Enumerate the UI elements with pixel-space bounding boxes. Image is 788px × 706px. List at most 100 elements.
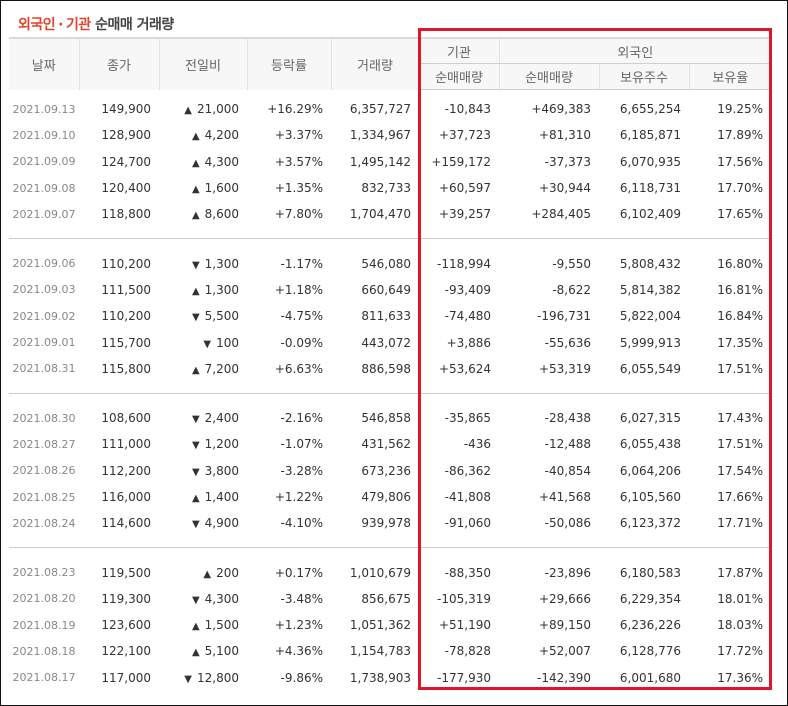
table-row: 2021.08.26 112,200 ▼ 3,800 -3.28% 673,236 -86,…: [9, 458, 771, 484]
cell-change: ▲ 200: [159, 559, 247, 585]
cell-close: 119,500: [101, 565, 151, 580]
col-foreign-ratio[interactable]: 보유율: [688, 63, 772, 90]
cell-foreign-net: -8,622: [552, 282, 591, 297]
trading-table: 날짜 종가 전일비 등락률 거래량 기관 외국인 순매매량 순매매량 보유주수 …: [9, 37, 772, 691]
cell-rate: -1.17%: [280, 256, 323, 271]
cell-rate: -2.16%: [280, 411, 323, 426]
cell-foreign-ratio: 17.66%: [717, 490, 764, 504]
cell-close: 111,500: [101, 282, 151, 297]
triangle-down-icon: ▼: [191, 466, 200, 478]
cell-foreign-shares: 5,822,004: [619, 309, 681, 324]
cell-volume: 1,334,967: [349, 128, 411, 143]
col-group-institution: 기관: [418, 37, 499, 64]
col-date[interactable]: 날짜: [9, 37, 79, 90]
cell-foreign-net: -40,854: [544, 463, 591, 478]
cell-change: ▼ 1,300: [159, 250, 247, 276]
cell-close: 128,900: [101, 128, 151, 143]
cell-foreign-net: -9,550: [552, 256, 591, 271]
cell-change: ▲ 1,600: [159, 175, 247, 201]
cell-date: 2021.09.09: [12, 155, 76, 169]
cell-volume: 1,738,903: [349, 670, 411, 685]
cell-inst-net: -41,808: [444, 490, 491, 504]
cell-inst-net: -10,843: [444, 102, 491, 117]
cell-foreign-net: -50,086: [544, 516, 591, 531]
cell-rate: +1.18%: [274, 282, 323, 297]
cell-foreign-net: +41,568: [538, 490, 591, 504]
cell-foreign-ratio: 17.72%: [717, 644, 764, 659]
cell-foreign-shares: 6,123,372: [619, 516, 681, 531]
triangle-down-icon: ▼: [203, 338, 212, 350]
table-row: 2021.09.07 118,800 ▲ 8,600 +7.80% 1,704,470 +3…: [9, 201, 771, 227]
cell-foreign-ratio: 17.36%: [717, 670, 764, 685]
col-foreign-net[interactable]: 순매매량: [498, 63, 599, 90]
cell-volume: 1,051,362: [349, 618, 411, 633]
cell-foreign-shares: 6,655,254: [619, 102, 681, 117]
col-inst-net[interactable]: 순매매량: [418, 63, 499, 90]
table-row: 2021.08.18 122,100 ▲ 5,100 +4.36% 1,154,783 -7…: [9, 638, 771, 664]
cell-change: ▼ 100: [159, 329, 247, 355]
cell-foreign-shares: 6,027,315: [619, 411, 681, 426]
col-rate[interactable]: 등락률: [246, 37, 331, 90]
cell-date: 2021.09.03: [12, 283, 76, 297]
cell-change: ▼ 3,800: [159, 458, 247, 484]
cell-volume: 811,633: [361, 309, 411, 324]
cell-foreign-net: -55,636: [544, 335, 591, 350]
cell-inst-net: +3,886: [446, 335, 491, 350]
cell-volume: 856,675: [361, 591, 411, 606]
cell-foreign-shares: 6,180,583: [619, 565, 681, 580]
table-body: 2021.09.13 149,900 ▲ 21,000 +16.29% 6,357,727…: [9, 90, 772, 691]
cell-rate: +6.63%: [274, 361, 323, 376]
cell-close: 108,600: [101, 411, 151, 426]
cell-foreign-ratio: 17.35%: [717, 335, 764, 350]
cell-volume: 1,704,470: [349, 207, 411, 222]
cell-foreign-ratio: 19.25%: [717, 102, 764, 117]
cell-close: 120,400: [101, 181, 151, 196]
table-row: 2021.08.20 119,300 ▼ 4,300 -3.48% 856,675 -105…: [9, 586, 771, 612]
table-row: 2021.08.17 117,000 ▼ 12,800 -9.86% 1,738,903 -…: [9, 665, 771, 691]
cell-rate: -0.09%: [280, 335, 323, 350]
section-title: 외국인 · 기관 순매매 거래량: [18, 14, 174, 34]
col-group-foreign: 외국인: [498, 37, 772, 64]
triangle-up-icon: ▲: [191, 131, 200, 143]
triangle-down-icon: ▼: [184, 673, 192, 685]
col-volume[interactable]: 거래량: [330, 37, 419, 90]
cell-volume: 832,733: [361, 181, 411, 196]
cell-change: ▼ 4,900: [159, 510, 247, 536]
triangle-up-icon: ▲: [191, 647, 200, 659]
cell-change-value: 8,600: [204, 207, 239, 222]
title-foreign: 외국인: [18, 17, 56, 33]
triangle-up-icon: ▲: [191, 364, 200, 376]
col-change[interactable]: 전일비: [158, 37, 247, 90]
cell-foreign-ratio: 17.89%: [717, 128, 764, 143]
cell-close: 110,200: [101, 309, 151, 324]
table-row: 2021.09.13 149,900 ▲ 21,000 +16.29% 6,357,727…: [9, 96, 771, 122]
cell-foreign-ratio: 17.51%: [717, 437, 764, 452]
cell-change: ▲ 5,100: [159, 638, 247, 664]
cell-foreign-net: -12,488: [544, 437, 591, 452]
col-close[interactable]: 종가: [78, 37, 159, 90]
cell-close: 119,300: [101, 591, 151, 606]
cell-foreign-ratio: 16.81%: [717, 282, 764, 297]
triangle-up-icon: ▲: [191, 157, 200, 169]
table-row: 2021.08.27 111,000 ▼ 1,200 -1.07% 431,562 -436…: [9, 431, 771, 457]
cell-foreign-ratio: 17.71%: [717, 516, 764, 531]
cell-change-value: 1,600: [204, 181, 239, 196]
cell-volume: 939,978: [361, 516, 411, 531]
col-foreign-shares[interactable]: 보유주수: [598, 63, 689, 90]
cell-date: 2021.09.06: [12, 257, 76, 271]
cell-foreign-net: +284,405: [531, 207, 591, 222]
cell-change: ▲ 1,300: [159, 277, 247, 303]
cell-foreign-ratio: 16.80%: [717, 256, 764, 271]
table-row: 2021.08.23 119,500 ▲ 200 +0.17% 1,010,679 -88,…: [9, 559, 771, 585]
cell-foreign-shares: 6,055,549: [619, 361, 681, 376]
cell-rate: +1.35%: [274, 181, 323, 196]
cell-inst-net: -91,060: [444, 516, 491, 531]
cell-rate: -9.86%: [280, 670, 323, 685]
cell-foreign-shares: 6,128,776: [619, 644, 681, 659]
cell-volume: 1,495,142: [349, 154, 411, 169]
cell-change-value: 5,500: [204, 309, 239, 324]
cell-inst-net: -436: [463, 437, 491, 452]
cell-close: 122,100: [101, 644, 151, 659]
group-divider: [9, 393, 772, 394]
cell-foreign-ratio: 17.51%: [717, 361, 764, 376]
